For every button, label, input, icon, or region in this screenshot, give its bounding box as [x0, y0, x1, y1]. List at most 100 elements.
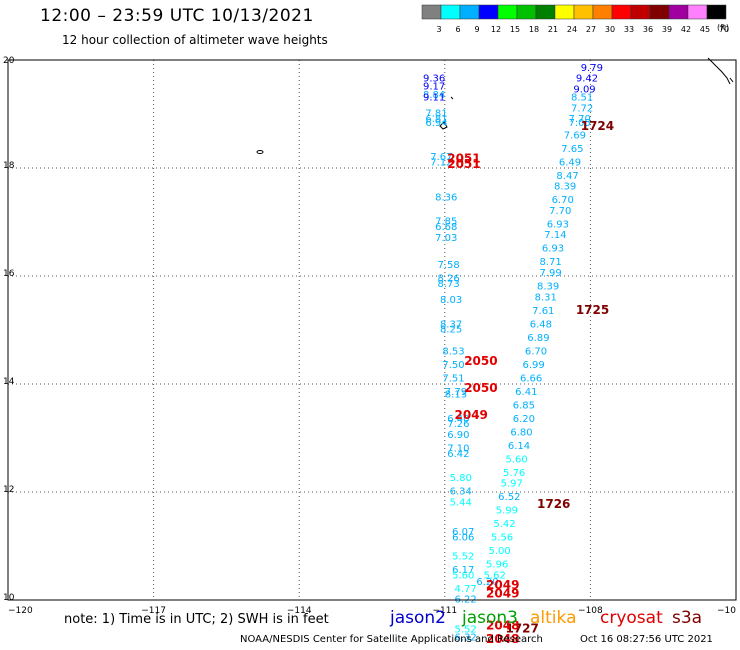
- colorbar-label: 24: [567, 25, 577, 34]
- wave-height-value: 8.25: [440, 325, 462, 336]
- wave-height-value: 6.89: [527, 333, 549, 344]
- colorbar-label: 3: [436, 25, 441, 34]
- timestamp: Oct 16 08:27:56 UTC 2021: [580, 634, 713, 645]
- wave-height-value: 9.79: [581, 63, 603, 74]
- y-tick-label: 10: [3, 593, 15, 603]
- wave-height-value: 6.90: [447, 430, 469, 441]
- wave-height-value: 9.09: [573, 84, 595, 95]
- pass-time-label: 2049: [486, 586, 519, 600]
- wave-height-value: 6.49: [559, 157, 581, 168]
- colorbar-swatch: [497, 4, 518, 20]
- x-tick-label: −120: [8, 606, 33, 616]
- coastline: [256, 57, 734, 154]
- colorbar-label: 45: [700, 25, 710, 34]
- colorbar-label: 39: [662, 25, 672, 34]
- y-tick-label: 14: [3, 377, 15, 387]
- colorbar-label: 70: [719, 25, 729, 34]
- colorbar-swatch: [649, 4, 670, 20]
- footer-credit: NOAA/NESDIS Center for Satellite Applica…: [240, 634, 543, 645]
- pass-time-label: 1727: [505, 621, 538, 635]
- x-tick-label: −114: [287, 606, 312, 616]
- pass-time-label: 2048: [486, 619, 519, 633]
- pass-time-label: 1726: [537, 497, 570, 511]
- colorbar-swatch: [421, 4, 442, 20]
- colorbar-unit: (ft): [717, 23, 730, 32]
- wave-height-value: 5.00: [488, 546, 510, 557]
- wave-height-value: 6.80: [510, 427, 532, 438]
- wave-height-value: 8.39: [537, 282, 559, 293]
- wave-height-value: 6.93: [542, 244, 564, 255]
- wave-height-value: 6.40: [447, 414, 469, 425]
- wave-height-value: 7.65: [561, 144, 583, 155]
- wave-height-value: 7.50: [442, 360, 464, 371]
- colorbar-swatch: [592, 4, 613, 20]
- wave-height-value: 6.70: [552, 195, 574, 206]
- pass-time-label: 2051: [447, 152, 480, 166]
- colorbar-swatch: [459, 4, 480, 20]
- wave-height-value: 5.56: [491, 533, 513, 544]
- wave-height-value: 6.06: [452, 533, 474, 544]
- colorbar-swatch: [687, 4, 708, 20]
- wave-height-value: 8.47: [556, 171, 578, 182]
- wave-height-value: 5.99: [496, 506, 518, 517]
- wave-height-value: 8.39: [554, 182, 576, 193]
- wave-height-value: 8.84: [423, 90, 445, 101]
- wave-height-value: 5.62: [484, 570, 506, 581]
- wave-height-value: 7.85: [435, 217, 457, 228]
- colorbar-swatch: [535, 4, 556, 20]
- wave-height-value: 6.94: [425, 118, 447, 129]
- wave-height-value: 7.58: [438, 260, 460, 271]
- wave-height-value: 8.26: [438, 273, 460, 284]
- colorbar-swatch: [611, 4, 632, 20]
- x-tick-label: −108: [578, 606, 603, 616]
- colorbar-label: 33: [624, 25, 634, 34]
- x-tick-label: −111: [432, 606, 457, 616]
- colorbar-swatch: [440, 4, 461, 20]
- colorbar-swatch: [573, 4, 594, 20]
- wave-height-value: 7.99: [539, 268, 561, 279]
- page-title: 12:00 – 23:59 UTC 10/13/2021: [40, 6, 314, 26]
- wave-height-value: 7.61: [532, 306, 554, 317]
- wave-height-value: 8.73: [438, 279, 460, 290]
- wave-height-value: 6.99: [522, 360, 544, 371]
- colorbar-label: 6: [455, 25, 460, 34]
- legend-jason2: jason2: [390, 608, 446, 628]
- wave-height-value: 5.52: [452, 552, 474, 563]
- wave-height-value: 6.81: [425, 114, 447, 125]
- wave-height-value: 7.03: [435, 233, 457, 244]
- y-tick-label: 12: [3, 485, 14, 495]
- wave-height-value: 5.60: [452, 570, 474, 581]
- pass-time-label: 1724: [581, 119, 614, 133]
- note-text: note: 1) Time is in UTC; 2) SWH is in fe…: [64, 612, 329, 627]
- map-frame: [7, 59, 737, 601]
- wave-height-value: 7.51: [442, 373, 464, 384]
- wave-height-value: 7.70: [549, 206, 571, 217]
- wave-height-value: 6.20: [476, 577, 498, 588]
- wave-height-value: 6.34: [450, 487, 472, 498]
- colorbar-swatch: [630, 4, 651, 20]
- wave-height-value: 6.52: [498, 492, 520, 503]
- wave-height-value: 7.26: [447, 419, 469, 430]
- wave-height-value: 8.71: [539, 257, 561, 268]
- wave-height-value: 7.67: [430, 152, 452, 163]
- wave-height-value: 6.85: [513, 400, 535, 411]
- wave-height-value: 7.70: [569, 114, 591, 125]
- wave-height-value: 8.03: [440, 295, 462, 306]
- colorbar-label: 30: [605, 25, 615, 34]
- wave-height-value: 9.36: [423, 74, 445, 85]
- colorbar-swatch: [516, 4, 537, 20]
- wave-height-labels: 9.799.429.098.517.727.707.057.697.656.49…: [423, 63, 614, 646]
- colorbar-label: 36: [643, 25, 653, 34]
- wave-height-value: 7.79: [445, 387, 467, 398]
- colorbar-label: 9: [474, 25, 479, 34]
- wave-height-value: 9.42: [576, 74, 598, 85]
- legend-s3a: s3a: [672, 608, 703, 628]
- wave-height-value: 9.11: [423, 93, 445, 104]
- pass-time-label: 2049: [455, 408, 488, 422]
- pass-time-label: 2049: [486, 578, 519, 592]
- wave-height-value: 7.69: [564, 130, 586, 141]
- wave-height-value: 7.12: [430, 157, 452, 168]
- wave-height-value: 6.14: [508, 441, 530, 452]
- colorbar-swatch: [554, 4, 575, 20]
